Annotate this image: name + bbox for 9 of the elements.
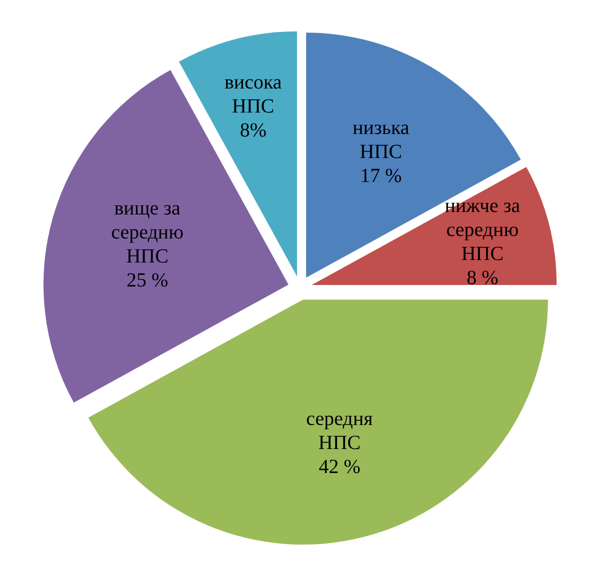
data-label: 8% — [240, 120, 266, 142]
data-label: 25 % — [126, 270, 168, 292]
data-label: 8 % — [466, 267, 498, 290]
data-label: 17 % — [360, 165, 402, 188]
data-label: 42 % — [318, 456, 360, 478]
slice-label: низька НПС — [352, 117, 410, 164]
slice-label: середня НПС — [306, 408, 373, 454]
slice-label: вище за середню НПС — [111, 198, 184, 268]
slice-label: висока НПС — [224, 72, 282, 118]
